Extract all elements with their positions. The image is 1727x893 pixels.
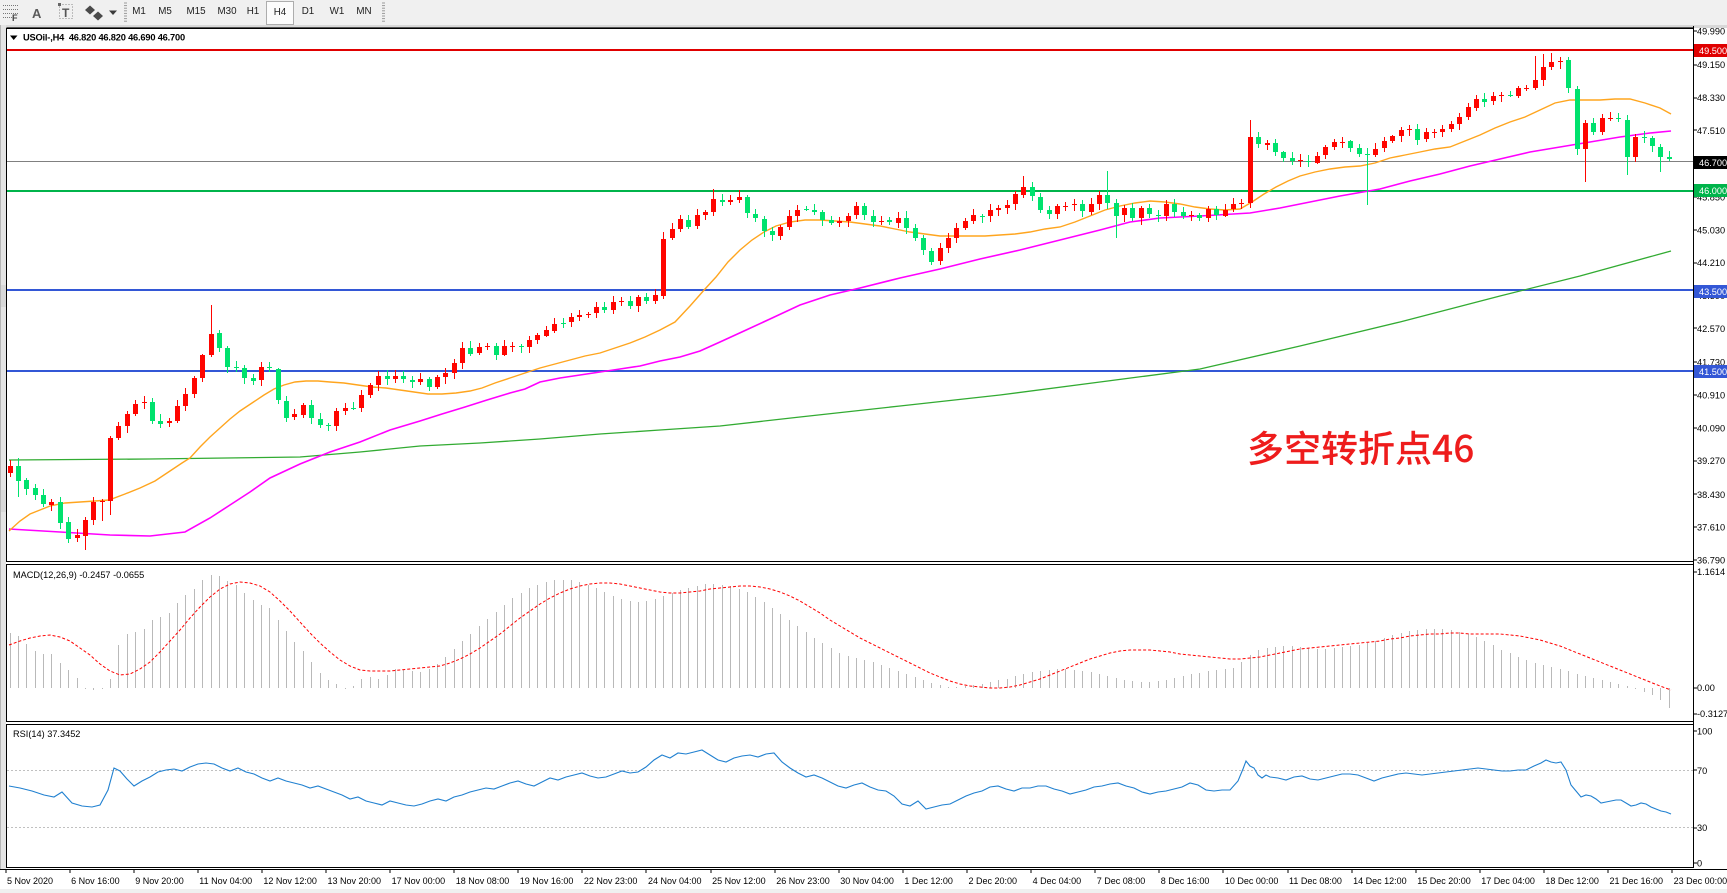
svg-text:40.910: 40.910 (1697, 391, 1725, 401)
svg-text:47.510: 47.510 (1697, 126, 1725, 136)
svg-text:49.990: 49.990 (1697, 27, 1725, 37)
svg-text:49.150: 49.150 (1697, 60, 1725, 70)
svg-text:30 Nov 04:00: 30 Nov 04:00 (840, 876, 894, 886)
svg-text:38.430: 38.430 (1697, 490, 1725, 500)
svg-text:T: T (62, 6, 70, 20)
svg-text:43.500: 43.500 (1699, 287, 1727, 297)
svg-text:36.790: 36.790 (1697, 556, 1725, 566)
svg-text:15 Dec 20:00: 15 Dec 20:00 (1417, 876, 1471, 886)
svg-text:41.730: 41.730 (1697, 358, 1725, 368)
svg-text:30: 30 (1697, 823, 1707, 833)
svg-text:11 Dec 08:00: 11 Dec 08:00 (1289, 876, 1342, 886)
svg-text:12 Nov 12:00: 12 Nov 12:00 (263, 876, 317, 886)
svg-text:6 Nov 16:00: 6 Nov 16:00 (71, 876, 120, 886)
svg-text:-0.3127: -0.3127 (1697, 709, 1727, 719)
svg-text:RSI(14) 37.3452: RSI(14) 37.3452 (13, 729, 80, 739)
svg-text:USOil-,H4 46.820 46.820 46.69: USOil-,H4 46.820 46.820 46.690 46.700 (23, 33, 185, 43)
svg-text:4 Dec 04:00: 4 Dec 04:00 (1033, 876, 1082, 886)
svg-text:45.850: 45.850 (1697, 192, 1725, 202)
svg-text:0: 0 (1697, 859, 1702, 869)
svg-text:42.570: 42.570 (1697, 324, 1725, 334)
svg-text:11 Nov 04:00: 11 Nov 04:00 (199, 876, 252, 886)
svg-text:8 Dec 16:00: 8 Dec 16:00 (1161, 876, 1210, 886)
svg-text:17 Dec 04:00: 17 Dec 04:00 (1481, 876, 1535, 886)
svg-text:1.1614: 1.1614 (1697, 567, 1725, 577)
svg-text:41.500: 41.500 (1699, 367, 1727, 377)
svg-text:44.210: 44.210 (1697, 258, 1725, 268)
svg-text:25 Nov 12:00: 25 Nov 12:00 (712, 876, 766, 886)
svg-text:22 Nov 23:00: 22 Nov 23:00 (584, 876, 638, 886)
svg-text:18 Dec 12:00: 18 Dec 12:00 (1545, 876, 1599, 886)
svg-text:37.610: 37.610 (1697, 523, 1725, 533)
svg-text:17 Nov 00:00: 17 Nov 00:00 (392, 876, 446, 886)
svg-text:10 Dec 00:00: 10 Dec 00:00 (1225, 876, 1279, 886)
svg-text:2 Dec 20:00: 2 Dec 20:00 (969, 876, 1018, 886)
svg-text:19 Nov 16:00: 19 Nov 16:00 (520, 876, 574, 886)
svg-text:26 Nov 23:00: 26 Nov 23:00 (776, 876, 830, 886)
svg-text:18 Nov 08:00: 18 Nov 08:00 (456, 876, 510, 886)
svg-text:48.330: 48.330 (1697, 93, 1725, 103)
svg-text:100: 100 (1697, 727, 1712, 737)
svg-text:5 Nov 2020: 5 Nov 2020 (7, 876, 53, 886)
svg-text:40.090: 40.090 (1697, 423, 1725, 433)
svg-text:49.500: 49.500 (1699, 46, 1727, 56)
svg-text:39.270: 39.270 (1697, 456, 1725, 466)
svg-text:46.000: 46.000 (1699, 186, 1727, 196)
svg-text:14 Dec 12:00: 14 Dec 12:00 (1353, 876, 1407, 886)
svg-text:F: F (12, 13, 18, 23)
svg-text:1 Dec 12:00: 1 Dec 12:00 (904, 876, 953, 886)
svg-text:24 Nov 04:00: 24 Nov 04:00 (648, 876, 702, 886)
svg-text:7 Dec 08:00: 7 Dec 08:00 (1097, 876, 1146, 886)
svg-text:45.030: 45.030 (1697, 225, 1725, 235)
svg-text:0.00: 0.00 (1697, 683, 1715, 693)
svg-text:21 Dec 16:00: 21 Dec 16:00 (1610, 876, 1664, 886)
svg-text:MACD(12,26,9) -0.2457 -0.0655: MACD(12,26,9) -0.2457 -0.0655 (13, 570, 144, 580)
svg-text:A: A (32, 6, 42, 21)
svg-text:13 Nov 20:00: 13 Nov 20:00 (328, 876, 382, 886)
svg-text:46.700: 46.700 (1699, 158, 1727, 168)
svg-text:23 Dec 00:00: 23 Dec 00:00 (1674, 876, 1727, 886)
svg-text:9 Nov 20:00: 9 Nov 20:00 (135, 876, 184, 886)
svg-text:70: 70 (1697, 766, 1707, 776)
